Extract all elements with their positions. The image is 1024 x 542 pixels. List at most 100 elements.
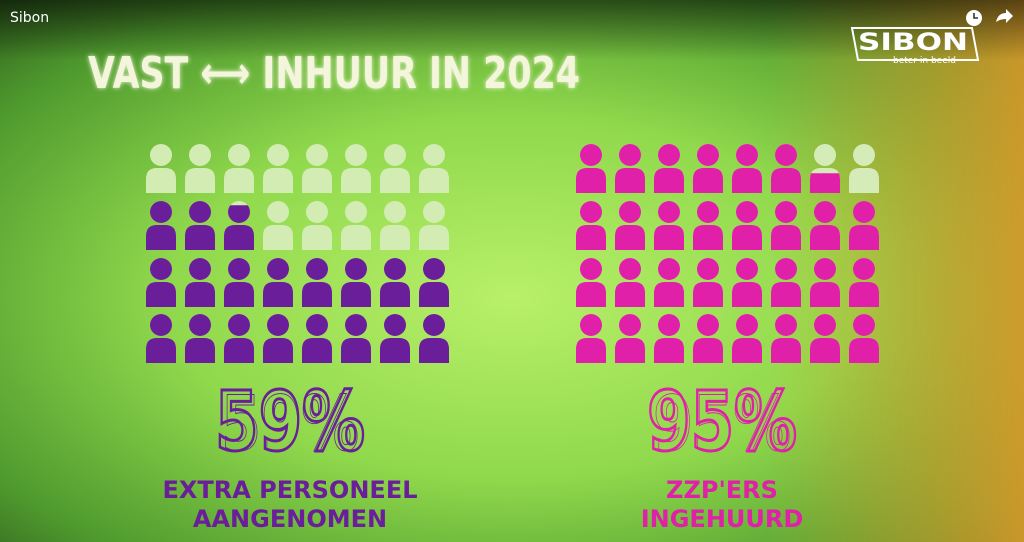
logo-name: SIBON (858, 28, 968, 56)
person-icon (302, 201, 332, 250)
icon-body (615, 225, 645, 250)
person-icon (302, 258, 332, 307)
icon-body (654, 282, 684, 307)
icon-body (576, 282, 606, 307)
person-icon-fill (654, 201, 684, 250)
icon-head (345, 314, 367, 336)
person-icon-fill (654, 258, 684, 307)
person-icon (419, 201, 449, 250)
icon-head (306, 201, 328, 223)
person-icon (732, 314, 762, 363)
icon-head (306, 258, 328, 280)
icon-head (736, 314, 758, 336)
person-icon-fill (185, 314, 215, 363)
icon-head (658, 314, 680, 336)
person-icon-fill (615, 144, 645, 193)
icon-body (419, 282, 449, 307)
icon-body (341, 225, 371, 250)
person-icon (380, 201, 410, 250)
icon-body (654, 168, 684, 193)
icon-body (302, 282, 332, 307)
icon-body (771, 282, 801, 307)
icon-head (423, 258, 445, 280)
person-icon-fill (380, 314, 410, 363)
icon-body (146, 225, 176, 250)
pictogram (576, 144, 879, 363)
icon-body (849, 282, 879, 307)
person-icon-fill (419, 314, 449, 363)
icon-head (345, 201, 367, 223)
icon-head (697, 314, 719, 336)
icon-body (576, 168, 606, 193)
icon-head (658, 201, 680, 223)
icon-body (341, 168, 371, 193)
icon-body (419, 338, 449, 363)
icon-body (615, 168, 645, 193)
person-icon-fill (185, 258, 215, 307)
icon-body (302, 168, 332, 193)
person-icon (693, 144, 723, 193)
icon-body (146, 282, 176, 307)
person-icon-fill (693, 314, 723, 363)
icon-head (619, 258, 641, 280)
icon-head (853, 144, 875, 166)
person-icon-fill (224, 258, 254, 307)
person-icon (693, 201, 723, 250)
person-icon (302, 314, 332, 363)
person-icon-fill (849, 201, 879, 250)
icon-body (263, 168, 293, 193)
pictogram (146, 144, 449, 363)
icon-body (263, 282, 293, 307)
person-icon (576, 258, 606, 307)
person-icon-fill (615, 314, 645, 363)
icon-head (619, 144, 641, 166)
person-icon-fill (146, 314, 176, 363)
person-icon (419, 314, 449, 363)
icon-body (732, 225, 762, 250)
icon-body (810, 282, 840, 307)
person-icon (654, 201, 684, 250)
person-icon (771, 201, 801, 250)
icon-body (849, 338, 879, 363)
person-icon (654, 258, 684, 307)
person-icon (810, 201, 840, 250)
person-icon (302, 144, 332, 193)
person-icon (732, 144, 762, 193)
person-icon (576, 201, 606, 250)
person-icon (849, 258, 879, 307)
person-icon-fill (654, 314, 684, 363)
icon-head (384, 314, 406, 336)
icon-head (697, 201, 719, 223)
icon-body (263, 225, 293, 250)
icon-head (267, 258, 289, 280)
icon-head (267, 144, 289, 166)
person-icon (654, 144, 684, 193)
icon-head (228, 314, 250, 336)
icon-head (853, 258, 875, 280)
person-icon (146, 144, 176, 193)
person-icon (380, 258, 410, 307)
person-icon-fill (146, 201, 176, 250)
watch-later-icon[interactable] (966, 10, 982, 26)
person-icon (615, 258, 645, 307)
share-icon[interactable] (996, 9, 1013, 23)
icon-head (423, 144, 445, 166)
person-icon (224, 201, 254, 250)
person-icon (732, 201, 762, 250)
icon-body (224, 282, 254, 307)
person-icon (810, 314, 840, 363)
person-icon-fill (732, 201, 762, 250)
person-icon (224, 258, 254, 307)
person-icon-fill (810, 314, 840, 363)
title: VAST ⟷ INHUUR IN 2024 (88, 48, 580, 99)
icon-head (267, 314, 289, 336)
icon-body (693, 282, 723, 307)
person-icon (576, 144, 606, 193)
person-icon (693, 314, 723, 363)
person-icon (810, 144, 840, 193)
icon-body (654, 225, 684, 250)
icon-body (185, 338, 215, 363)
caption-line: ZZP'ERS (666, 476, 778, 504)
channel-name[interactable]: Sibon (10, 10, 49, 26)
